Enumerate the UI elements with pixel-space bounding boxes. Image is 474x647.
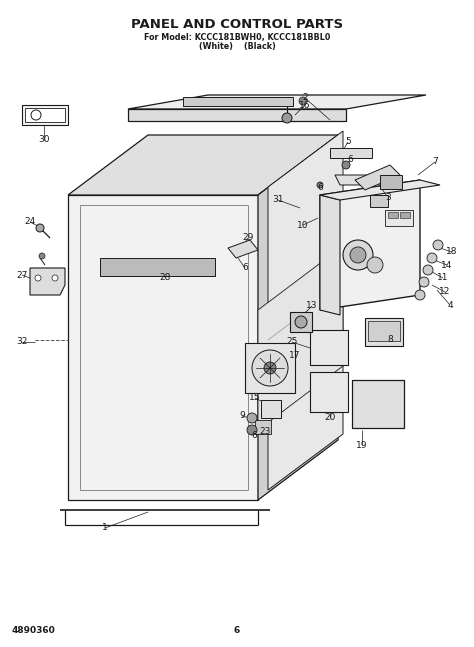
Text: 18: 18 xyxy=(446,248,458,256)
Text: 4: 4 xyxy=(447,300,453,309)
Text: 25: 25 xyxy=(286,338,298,347)
Bar xyxy=(330,148,372,158)
Circle shape xyxy=(39,253,45,259)
Text: 6: 6 xyxy=(234,626,240,635)
Text: 19: 19 xyxy=(356,441,368,450)
Polygon shape xyxy=(320,180,420,310)
Circle shape xyxy=(317,182,323,188)
Text: 1: 1 xyxy=(102,523,108,532)
Polygon shape xyxy=(258,246,343,430)
Bar xyxy=(385,210,413,226)
Bar xyxy=(183,97,293,106)
Circle shape xyxy=(52,275,58,281)
Bar xyxy=(380,175,402,189)
Bar xyxy=(255,420,271,434)
Circle shape xyxy=(282,113,292,123)
Polygon shape xyxy=(128,109,346,121)
Circle shape xyxy=(342,161,350,169)
Polygon shape xyxy=(268,131,343,490)
Polygon shape xyxy=(335,175,375,185)
Text: 30: 30 xyxy=(38,135,50,144)
Circle shape xyxy=(367,257,383,273)
Text: 4890360: 4890360 xyxy=(12,626,56,635)
Text: 28: 28 xyxy=(159,274,171,283)
Text: 6: 6 xyxy=(251,430,257,439)
Circle shape xyxy=(423,265,433,275)
Polygon shape xyxy=(258,135,338,500)
Polygon shape xyxy=(100,258,215,276)
Circle shape xyxy=(252,350,288,386)
Text: 5: 5 xyxy=(345,138,351,146)
Text: 10: 10 xyxy=(297,221,309,230)
Circle shape xyxy=(295,316,307,328)
Text: 12: 12 xyxy=(439,287,451,296)
Text: 2: 2 xyxy=(302,94,308,102)
Polygon shape xyxy=(25,108,65,122)
Bar xyxy=(400,212,410,218)
Circle shape xyxy=(36,224,44,232)
Polygon shape xyxy=(128,95,426,109)
Text: 6: 6 xyxy=(347,155,353,164)
Text: 9: 9 xyxy=(239,411,245,421)
Polygon shape xyxy=(355,165,400,190)
Bar xyxy=(352,380,404,428)
Text: 6: 6 xyxy=(317,184,323,193)
Circle shape xyxy=(299,97,307,105)
Polygon shape xyxy=(30,268,65,295)
Text: 16: 16 xyxy=(299,100,311,109)
Text: 15: 15 xyxy=(249,393,261,402)
Text: 23: 23 xyxy=(259,428,271,437)
Text: (White)    (Black): (White) (Black) xyxy=(199,42,275,51)
Polygon shape xyxy=(68,135,338,195)
Text: 14: 14 xyxy=(441,261,453,270)
Circle shape xyxy=(343,240,373,270)
Bar xyxy=(261,400,281,418)
Circle shape xyxy=(264,362,276,374)
Circle shape xyxy=(31,110,41,120)
Bar xyxy=(370,195,388,207)
Text: 20: 20 xyxy=(324,413,336,422)
Circle shape xyxy=(427,253,437,263)
Circle shape xyxy=(247,413,257,423)
Text: 29: 29 xyxy=(242,234,254,243)
Text: 6: 6 xyxy=(242,263,248,272)
Polygon shape xyxy=(22,105,68,125)
Bar xyxy=(365,318,403,346)
Text: PANEL AND CONTROL PARTS: PANEL AND CONTROL PARTS xyxy=(131,18,343,31)
Polygon shape xyxy=(320,180,440,200)
Text: 7: 7 xyxy=(432,157,438,166)
Circle shape xyxy=(433,240,443,250)
Text: 17: 17 xyxy=(289,351,301,360)
Bar xyxy=(290,312,312,332)
Polygon shape xyxy=(68,195,258,500)
Text: 24: 24 xyxy=(24,217,36,226)
Bar xyxy=(310,330,348,365)
Polygon shape xyxy=(228,240,258,258)
Text: For Model: KCCC181BWH0, KCCC181BBL0: For Model: KCCC181BWH0, KCCC181BBL0 xyxy=(144,33,330,42)
Circle shape xyxy=(247,425,257,435)
Bar xyxy=(388,212,398,218)
Bar xyxy=(368,321,400,341)
Text: 13: 13 xyxy=(306,302,318,311)
Circle shape xyxy=(415,290,425,300)
Text: 8: 8 xyxy=(387,336,393,344)
Text: 32: 32 xyxy=(16,338,27,347)
Text: 27: 27 xyxy=(16,270,27,280)
Circle shape xyxy=(350,247,366,263)
Circle shape xyxy=(35,275,41,281)
Text: 11: 11 xyxy=(437,274,449,283)
Text: 3: 3 xyxy=(385,193,391,203)
Bar xyxy=(310,372,348,412)
Polygon shape xyxy=(320,195,340,315)
Bar xyxy=(245,343,295,393)
Text: 31: 31 xyxy=(272,195,284,204)
Circle shape xyxy=(419,277,429,287)
